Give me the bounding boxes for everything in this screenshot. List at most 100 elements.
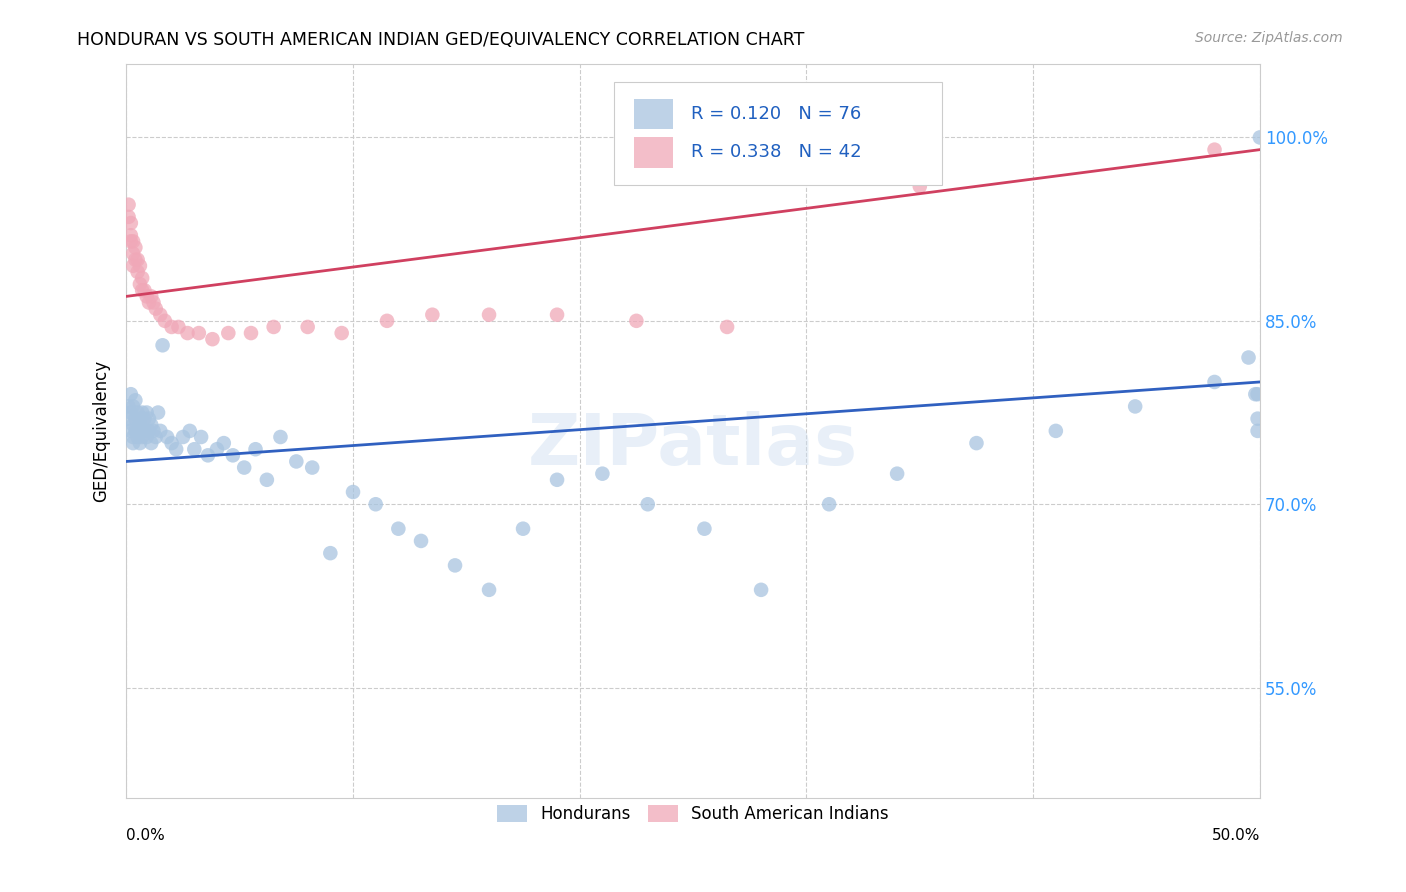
Point xyxy=(127,424,149,438)
Point xyxy=(135,405,157,419)
Point xyxy=(129,411,152,425)
Point xyxy=(122,259,145,273)
FancyBboxPatch shape xyxy=(614,82,942,186)
Point xyxy=(342,485,364,500)
Point xyxy=(217,326,239,340)
Point xyxy=(187,326,209,340)
Point xyxy=(129,417,152,432)
Point xyxy=(127,405,149,419)
Point xyxy=(149,424,172,438)
Point xyxy=(330,326,353,340)
Point xyxy=(120,228,142,243)
Point xyxy=(263,320,285,334)
FancyBboxPatch shape xyxy=(634,98,672,129)
Point xyxy=(546,473,568,487)
Point xyxy=(197,448,219,462)
Point xyxy=(135,289,157,303)
Point xyxy=(1045,424,1067,438)
Point xyxy=(444,558,467,573)
Point xyxy=(818,497,841,511)
Point xyxy=(1244,387,1267,401)
Point xyxy=(117,210,139,224)
Point xyxy=(591,467,613,481)
Point xyxy=(160,320,183,334)
Point xyxy=(117,197,139,211)
Point xyxy=(422,308,444,322)
Point xyxy=(117,400,139,414)
Point xyxy=(966,436,988,450)
Point xyxy=(131,424,153,438)
Text: Source: ZipAtlas.com: Source: ZipAtlas.com xyxy=(1195,31,1343,45)
Point xyxy=(1246,387,1268,401)
Point xyxy=(222,448,245,462)
Point xyxy=(131,283,153,297)
Point xyxy=(138,295,160,310)
Point xyxy=(297,320,319,334)
Point xyxy=(127,252,149,267)
Point xyxy=(364,497,387,511)
Point xyxy=(142,295,165,310)
Point xyxy=(409,533,432,548)
Point xyxy=(146,405,169,419)
Point xyxy=(233,460,256,475)
Point xyxy=(749,582,772,597)
Point xyxy=(387,522,409,536)
Point xyxy=(145,430,167,444)
Point xyxy=(478,582,501,597)
Point xyxy=(134,411,156,425)
Point xyxy=(176,326,198,340)
Point xyxy=(134,283,156,297)
Point xyxy=(172,430,194,444)
Point xyxy=(201,332,224,346)
Point xyxy=(120,216,142,230)
Point xyxy=(145,301,167,316)
Point xyxy=(375,314,398,328)
Text: R = 0.120   N = 76: R = 0.120 N = 76 xyxy=(690,105,860,123)
Point xyxy=(124,411,146,425)
Point xyxy=(179,424,201,438)
Point xyxy=(131,430,153,444)
Point xyxy=(149,308,172,322)
Point xyxy=(693,522,716,536)
Point xyxy=(1246,411,1268,425)
Point xyxy=(120,405,142,419)
Point xyxy=(167,320,190,334)
Point xyxy=(152,338,174,352)
Point xyxy=(134,424,156,438)
Point xyxy=(626,314,648,328)
Point xyxy=(138,411,160,425)
Point xyxy=(245,442,267,457)
Point xyxy=(122,246,145,260)
Point xyxy=(138,424,160,438)
Point xyxy=(124,240,146,254)
Point xyxy=(129,277,152,292)
Point xyxy=(269,430,291,444)
Point xyxy=(160,436,183,450)
Text: R = 0.338   N = 42: R = 0.338 N = 42 xyxy=(690,143,862,161)
Point xyxy=(141,289,163,303)
Point xyxy=(1246,424,1268,438)
Point xyxy=(205,442,228,457)
Point xyxy=(122,436,145,450)
Point xyxy=(212,436,235,450)
Point xyxy=(478,308,501,322)
Text: 50.0%: 50.0% xyxy=(1212,829,1260,843)
Point xyxy=(124,393,146,408)
Point xyxy=(135,430,157,444)
Point xyxy=(1204,375,1226,389)
Point xyxy=(183,442,205,457)
Point xyxy=(122,400,145,414)
Point xyxy=(141,436,163,450)
Point xyxy=(240,326,263,340)
Point xyxy=(120,387,142,401)
Point xyxy=(285,454,308,468)
Point xyxy=(301,460,323,475)
Legend: Hondurans, South American Indians: Hondurans, South American Indians xyxy=(491,798,896,830)
Point xyxy=(127,265,149,279)
Point xyxy=(319,546,342,560)
Point xyxy=(1237,351,1260,365)
Text: HONDURAN VS SOUTH AMERICAN INDIAN GED/EQUIVALENCY CORRELATION CHART: HONDURAN VS SOUTH AMERICAN INDIAN GED/EQ… xyxy=(77,31,804,49)
Point xyxy=(122,430,145,444)
Point xyxy=(256,473,278,487)
Point xyxy=(1249,130,1271,145)
